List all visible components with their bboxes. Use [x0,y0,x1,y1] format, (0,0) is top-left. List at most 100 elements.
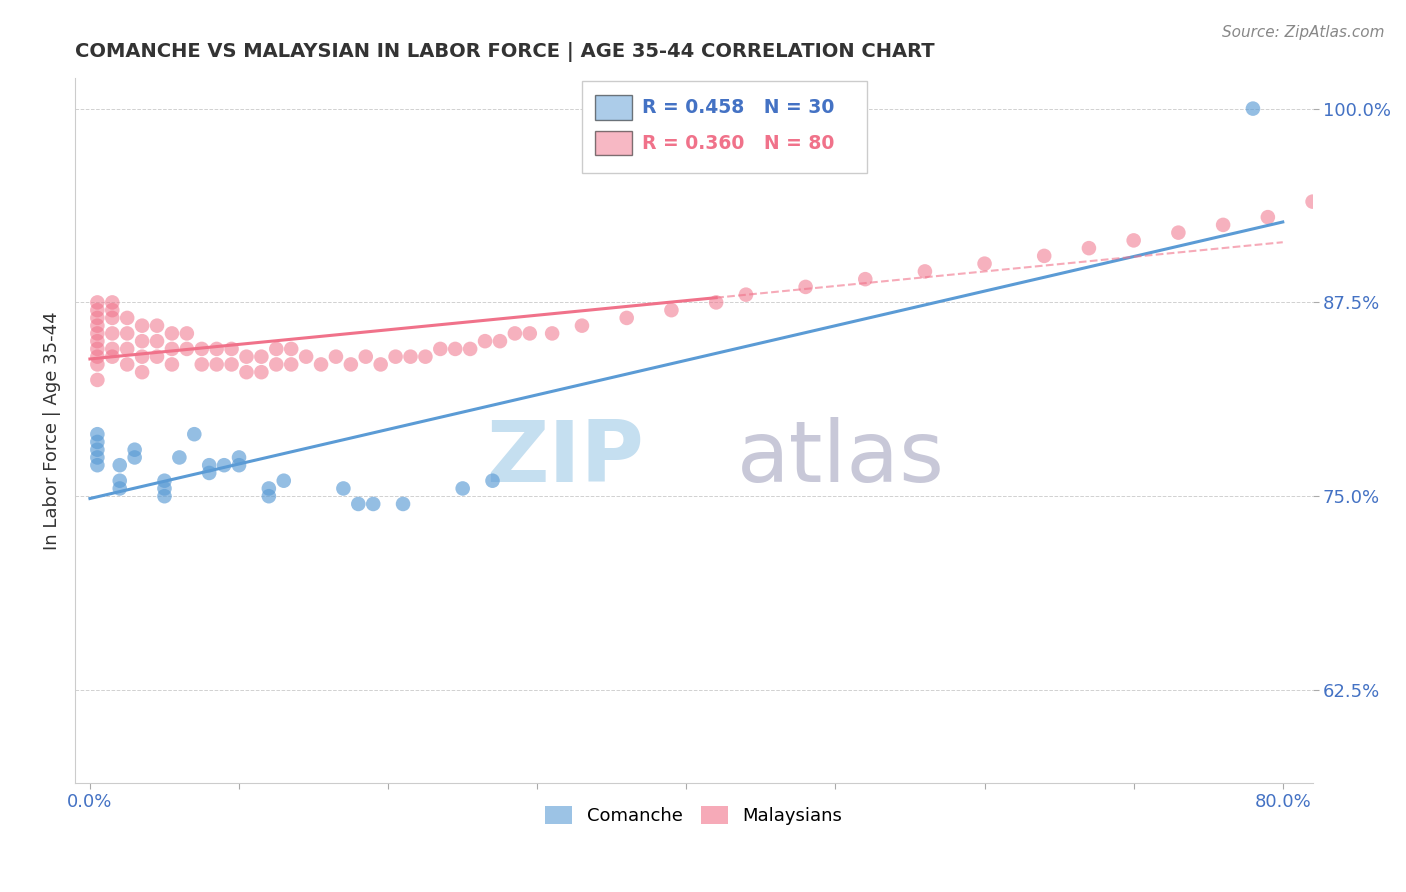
Point [444,342,467,356]
FancyBboxPatch shape [595,95,631,120]
Point [853,272,876,286]
Point [541,326,564,341]
Point [124,450,146,465]
Point [115,326,138,341]
Point [221,358,243,372]
Point [1122,233,1144,247]
Point [280,358,302,372]
Point [1302,194,1324,209]
Point [115,310,138,325]
Point [183,427,205,442]
Point [115,358,138,372]
Point [146,334,169,348]
Point [108,474,131,488]
Point [1212,218,1234,232]
FancyBboxPatch shape [595,130,631,155]
Point [735,287,758,301]
Point [1257,210,1279,224]
Point [474,334,496,348]
Point [86,303,108,318]
Point [86,450,108,465]
Point [86,334,108,348]
Point [131,318,153,333]
Point [347,497,370,511]
Point [503,326,526,341]
Y-axis label: In Labor Force | Age 35-44: In Labor Force | Age 35-44 [44,311,60,549]
Point [86,427,108,442]
Point [280,342,302,356]
Point [399,350,422,364]
Point [86,458,108,473]
Legend: Comanche, Malaysians: Comanche, Malaysians [536,797,851,834]
Point [101,295,124,310]
Point [176,326,198,341]
Point [198,458,221,473]
Point [519,326,541,341]
Point [86,434,108,449]
Text: atlas: atlas [737,417,945,500]
Point [325,350,347,364]
Point [131,350,153,364]
Point [451,482,474,496]
Point [108,458,131,473]
Point [221,342,243,356]
Point [914,264,936,278]
Point [190,342,212,356]
Point [131,365,153,379]
Point [86,358,108,372]
Point [190,358,212,372]
Point [176,342,198,356]
Point [973,257,995,271]
Point [616,310,638,325]
Point [661,303,683,318]
Text: COMANCHE VS MALAYSIAN IN LABOR FORCE | AGE 35-44 CORRELATION CHART: COMANCHE VS MALAYSIAN IN LABOR FORCE | A… [75,42,935,62]
Point [86,310,108,325]
Point [392,497,415,511]
Point [458,342,481,356]
Point [257,489,280,503]
Point [1167,226,1189,240]
Point [160,342,183,356]
Point [266,342,288,356]
Point [235,365,257,379]
Point [250,350,273,364]
Point [160,358,183,372]
Point [1033,249,1056,263]
Point [228,450,250,465]
Point [86,318,108,333]
Point [153,489,176,503]
Point [108,482,131,496]
Point [489,334,512,348]
Point [101,350,124,364]
Point [101,303,124,318]
Point [146,350,169,364]
Point [198,466,221,480]
Point [1241,102,1264,116]
Point [86,373,108,387]
Point [235,350,257,364]
Point [370,358,392,372]
Point [704,295,727,310]
Point [153,474,176,488]
Text: R = 0.458   N = 30: R = 0.458 N = 30 [641,98,834,118]
Point [794,280,817,294]
Point [101,326,124,341]
Text: R = 0.360   N = 80: R = 0.360 N = 80 [641,134,834,153]
Point [415,350,437,364]
Point [384,350,406,364]
Point [124,442,146,457]
Point [205,358,228,372]
Point [257,482,280,496]
Point [153,482,176,496]
Text: ZIP: ZIP [486,417,644,500]
Point [429,342,451,356]
Point [228,458,250,473]
Point [160,326,183,341]
Point [86,295,108,310]
Point [115,342,138,356]
Point [146,318,169,333]
Point [250,365,273,379]
Point [1077,241,1099,255]
Point [86,442,108,457]
Point [332,482,354,496]
